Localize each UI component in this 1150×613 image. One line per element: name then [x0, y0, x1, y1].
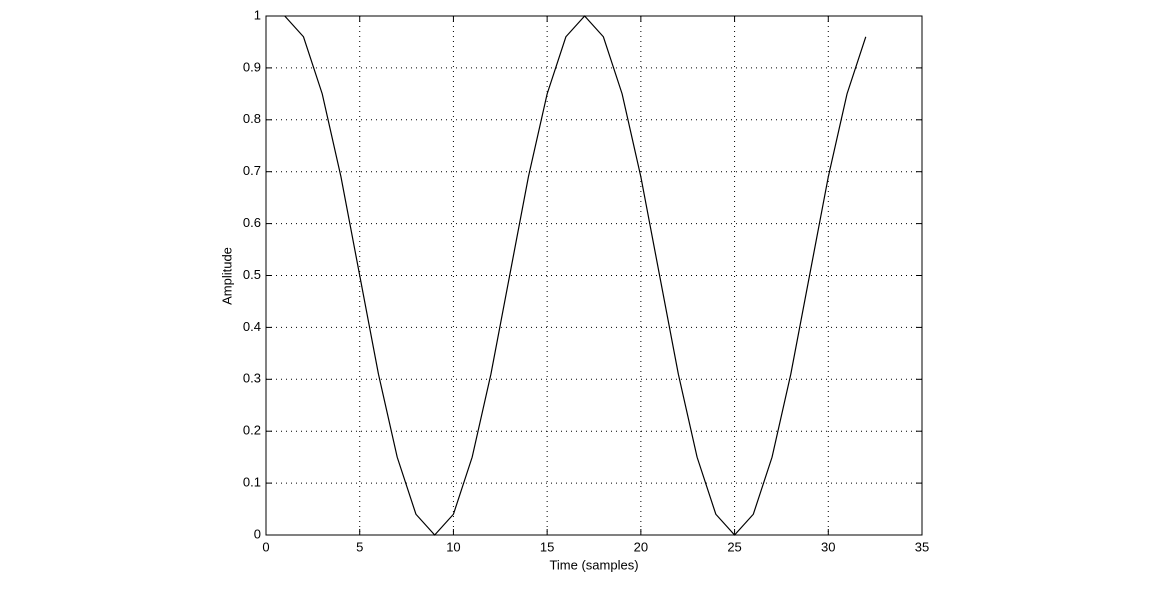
y-tick-label: 0.2	[243, 423, 261, 438]
y-axis-label: Amplitude	[219, 247, 234, 305]
y-tick-label: 0.5	[243, 267, 261, 282]
x-tick-label: 25	[727, 539, 741, 554]
y-tick-label: 0.6	[243, 215, 261, 230]
line	[284, 15, 867, 536]
y-tick-label: 0.8	[243, 111, 261, 126]
y-tick-label: 1	[254, 7, 261, 22]
x-tick-label: 35	[915, 539, 929, 554]
y-tick-label: 0.4	[243, 319, 261, 334]
x-tick-label: 30	[821, 539, 835, 554]
y-tick-label: 0.7	[243, 163, 261, 178]
x-axis-label: Time (samples)	[549, 557, 638, 572]
y-tick-label: 0.3	[243, 371, 261, 386]
x-tick-label: 5	[356, 539, 363, 554]
y-tick-label: 0.1	[243, 475, 261, 490]
x-tick-label: 20	[634, 539, 648, 554]
y-tick-label: 0	[254, 526, 261, 541]
y-tick-label: 0.9	[243, 59, 261, 74]
x-tick-label: 0	[262, 539, 269, 554]
x-tick-label: 15	[540, 539, 554, 554]
x-tick-label: 10	[446, 539, 460, 554]
plot-frame	[265, 15, 923, 536]
